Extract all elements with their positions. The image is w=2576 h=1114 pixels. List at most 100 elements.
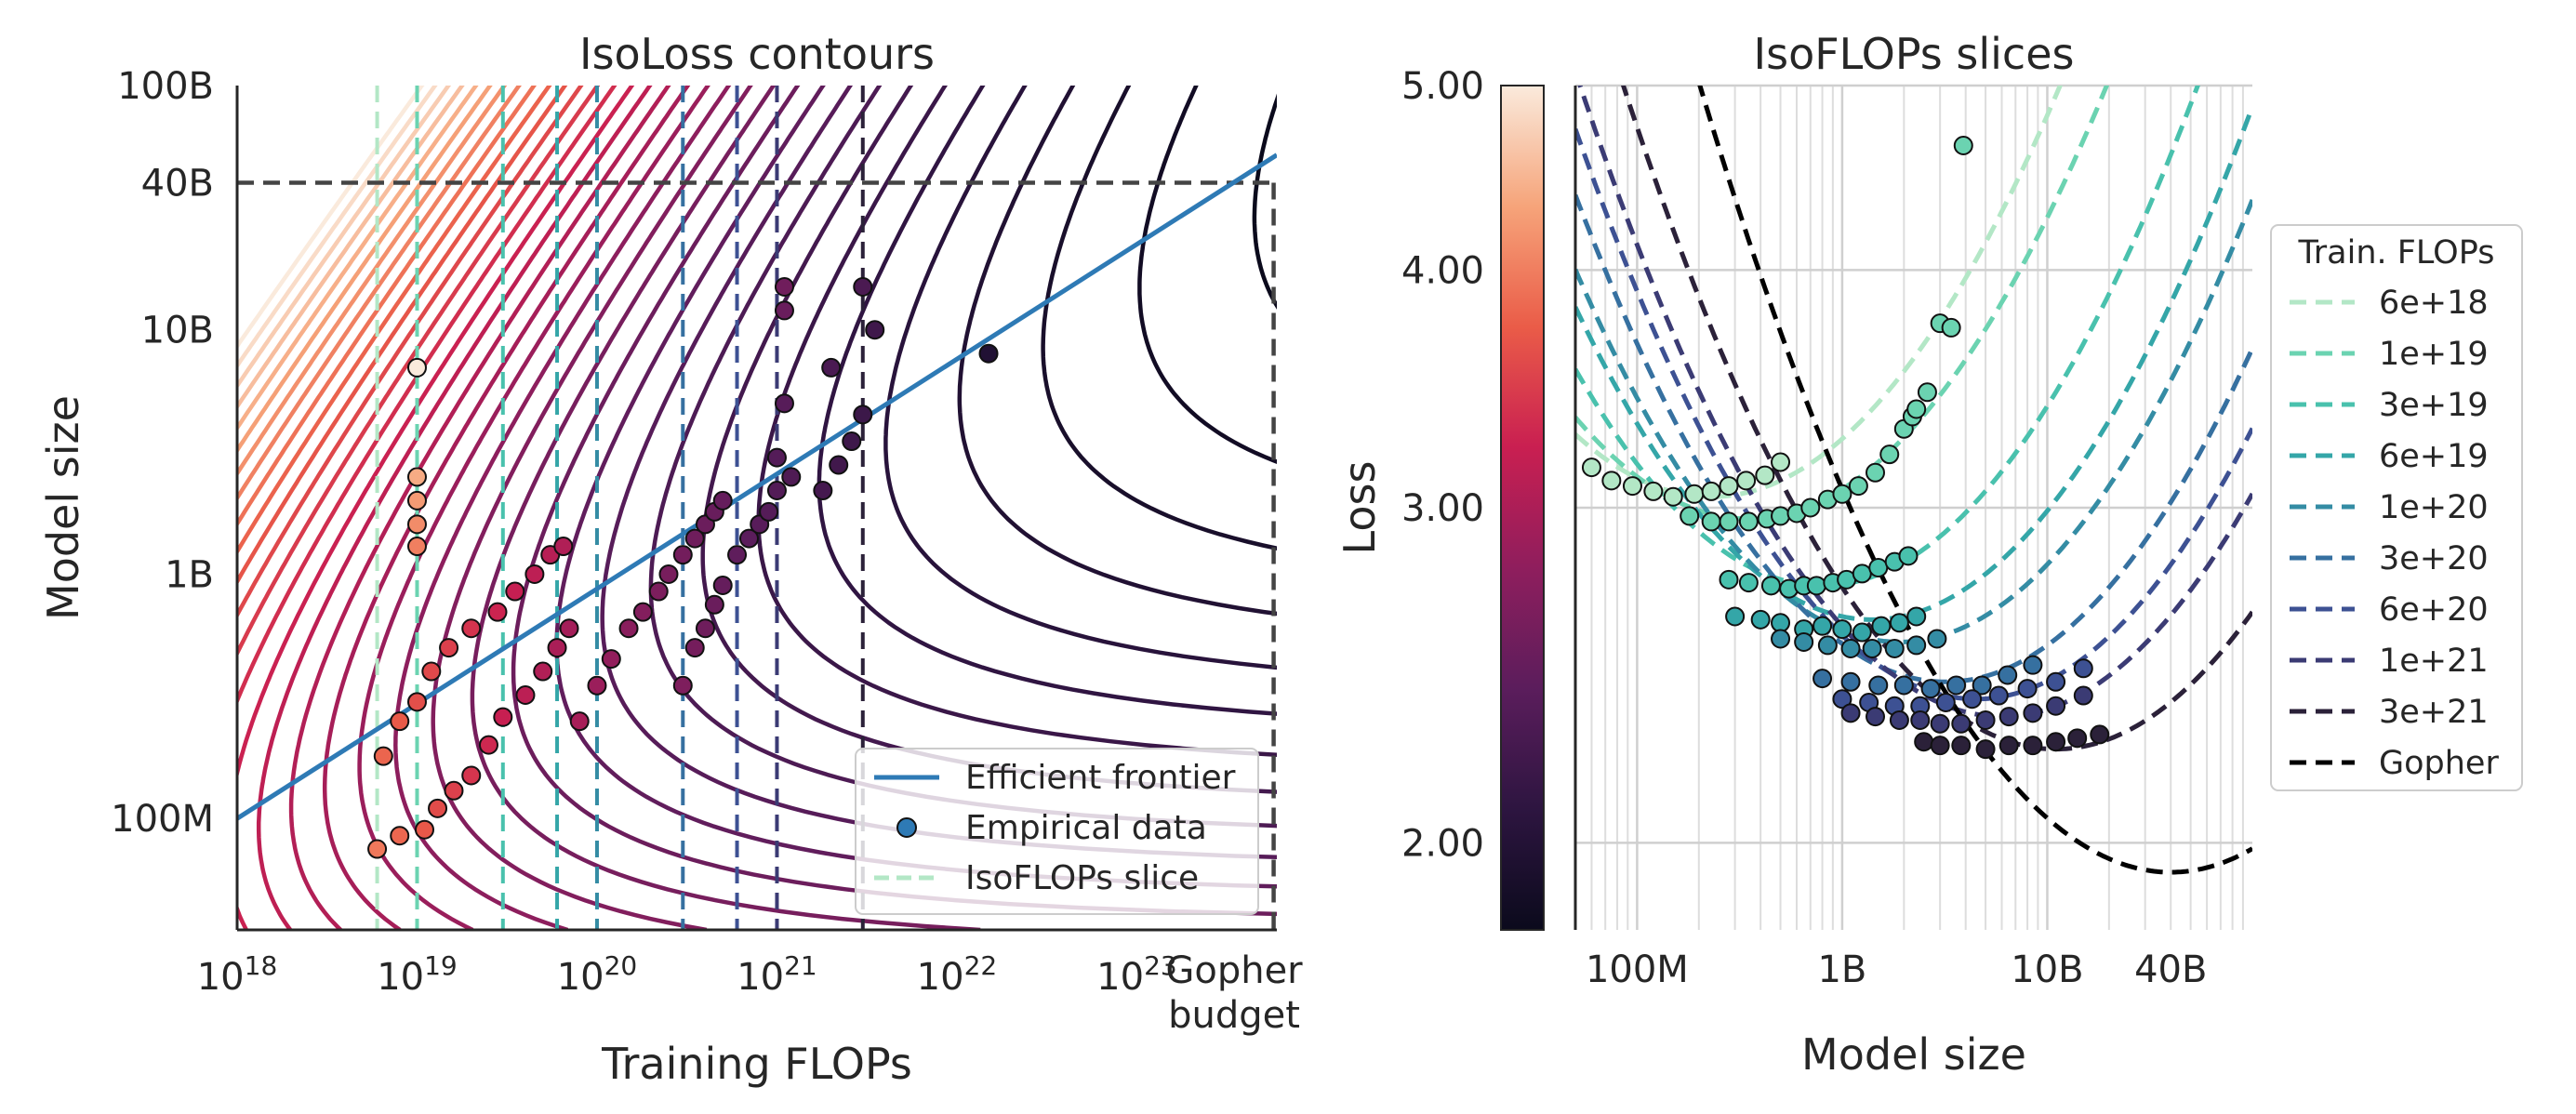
isoloss-contour-line bbox=[431, 86, 753, 930]
isoflops-data-point bbox=[1889, 613, 1909, 633]
isoflops-fit-curve bbox=[1697, 86, 2252, 875]
empirical-data-point bbox=[493, 707, 513, 727]
isoflops-data-point bbox=[1935, 692, 1956, 712]
isoflops-data-point bbox=[1998, 736, 2019, 756]
empirical-data-point bbox=[774, 276, 794, 297]
empirical-data-point bbox=[672, 675, 693, 696]
isoflops-data-point bbox=[1771, 452, 1791, 472]
isoloss-contour-line bbox=[357, 86, 710, 930]
empirical-data-point bbox=[759, 501, 779, 522]
isoloss-contour-line bbox=[600, 86, 1277, 860]
isoflops-fit-curves bbox=[1575, 86, 2252, 875]
isoflops-data-point bbox=[1701, 511, 1721, 532]
isoflops-data-point bbox=[1893, 675, 1914, 696]
isoflops-data-point bbox=[1680, 506, 1700, 526]
isoflops-data-point bbox=[1832, 689, 1852, 710]
isoflops-data-point bbox=[1962, 689, 1983, 710]
isoflops-data-point bbox=[1719, 569, 1739, 590]
left-x-tick-label: 1020 bbox=[557, 950, 638, 999]
empirical-data-point bbox=[632, 602, 653, 622]
isoflops-data-point bbox=[1738, 573, 1759, 593]
isoflops-data-point bbox=[1848, 476, 1868, 497]
isoloss-contour-line bbox=[700, 86, 1277, 794]
isoflops-data-point bbox=[1760, 576, 1781, 596]
right-legend-label: 6e+20 bbox=[2379, 591, 2489, 629]
isoloss-contour-line bbox=[288, 86, 671, 930]
isoflops-data-point bbox=[1917, 382, 1937, 403]
isoflops-data-point bbox=[1852, 564, 1872, 584]
isoloss-contour-line bbox=[237, 86, 568, 586]
isoflops-data-point bbox=[1920, 679, 1941, 699]
isoflops-data-point bbox=[2023, 655, 2043, 675]
right-legend-label: Gopher bbox=[2379, 745, 2499, 782]
legend-points-swatch bbox=[896, 817, 917, 838]
isoloss-contour-line bbox=[957, 86, 1277, 617]
isoflops-data-point bbox=[1840, 671, 1861, 692]
left-y-tick-label: 1B bbox=[165, 553, 214, 596]
right-legend: Train. FLOPs 6e+18 1e+19 3e+19 6e+19 1e+20 3e… bbox=[2270, 224, 2523, 791]
empirical-data-point bbox=[842, 431, 862, 452]
empirical-data-point bbox=[461, 618, 482, 639]
isoflops-data-point bbox=[1736, 471, 1757, 491]
left-x-tick-label: 1021 bbox=[737, 950, 817, 999]
right-y-axis-label: Loss bbox=[1334, 461, 1385, 555]
isoflops-data-point bbox=[1868, 675, 1889, 696]
isoflops-fit-curve bbox=[1575, 105, 2252, 622]
empirical-data-point bbox=[487, 602, 508, 622]
isoloss-contour-line bbox=[1137, 86, 1277, 464]
right-legend-label: 3e+21 bbox=[2379, 694, 2489, 731]
empirical-data-point bbox=[533, 661, 553, 682]
isoflops-data-point bbox=[1643, 481, 1664, 501]
isoflops-data-point bbox=[1866, 462, 1886, 483]
isoflops-data-point bbox=[1832, 484, 1852, 504]
isoflops-data-point bbox=[1771, 613, 1791, 633]
right-x-tick-label: 10B bbox=[2011, 948, 2083, 991]
right-legend-title: Train. FLOPs bbox=[2298, 234, 2495, 272]
gopher-budget-lines bbox=[237, 180, 1276, 930]
left-y-tick-label: 100M bbox=[111, 798, 214, 841]
empirical-data-point bbox=[853, 404, 873, 425]
left-y-tick-label: 10B bbox=[141, 310, 214, 352]
isoflops-data-point bbox=[1663, 486, 1683, 507]
isoloss-contour-line bbox=[237, 86, 584, 619]
isoloss-contour-line bbox=[393, 86, 732, 930]
left-x-tick-label: 1023 bbox=[1096, 950, 1177, 999]
right-y-tick-label: 5.00 bbox=[1401, 65, 1484, 108]
right-x-tick-label: 100M bbox=[1586, 948, 1689, 991]
left-y-tick-label: 40B bbox=[141, 163, 214, 206]
isoflops-data-point bbox=[1953, 135, 1973, 155]
isoflops-data-point bbox=[1812, 669, 1833, 689]
isoloss-contour-line bbox=[817, 86, 1277, 716]
isoflops-data-point bbox=[1884, 638, 1905, 658]
empirical-data-point bbox=[414, 819, 434, 840]
legend-label-frontier: Efficient frontier bbox=[965, 759, 1236, 797]
isoflops-data-point bbox=[1889, 710, 1909, 730]
right-chart-title: IsoFLOPs slices bbox=[1754, 29, 2075, 79]
right-x-axis-label: Model size bbox=[1801, 1029, 2026, 1080]
empirical-data-point bbox=[648, 581, 669, 602]
isoflops-data-point bbox=[1817, 635, 1838, 656]
empirical-data-point bbox=[439, 638, 459, 658]
isoloss-contour-line bbox=[237, 86, 479, 432]
isoloss-contour-line bbox=[237, 86, 508, 478]
left-chart-title: IsoLoss contours bbox=[579, 29, 935, 79]
isoflops-data-point bbox=[1719, 476, 1739, 497]
right-legend-label: 3e+20 bbox=[2379, 540, 2489, 577]
isoflops-data-point bbox=[1910, 710, 1931, 730]
right-legend-label: 1e+19 bbox=[2379, 336, 2489, 373]
left-x-tick-label: 1018 bbox=[197, 950, 278, 999]
left-y-axis-label: Model size bbox=[38, 395, 88, 620]
isoflops-data-point bbox=[1871, 616, 1892, 636]
isoloss-contour-line bbox=[237, 86, 425, 351]
empirical-data-point bbox=[553, 537, 574, 557]
empirical-data-point bbox=[569, 711, 590, 732]
isoflops-data-point bbox=[1581, 458, 1601, 478]
empirical-data-point bbox=[367, 839, 388, 859]
isoflops-data-point bbox=[1806, 576, 1826, 596]
isoflops-data-point bbox=[1771, 506, 1791, 526]
isoflops-data-point bbox=[1812, 616, 1833, 636]
empirical-data-point bbox=[444, 780, 464, 801]
isoflops-data-point bbox=[1946, 675, 1967, 696]
right-y-tick-label: 2.00 bbox=[1401, 822, 1484, 865]
